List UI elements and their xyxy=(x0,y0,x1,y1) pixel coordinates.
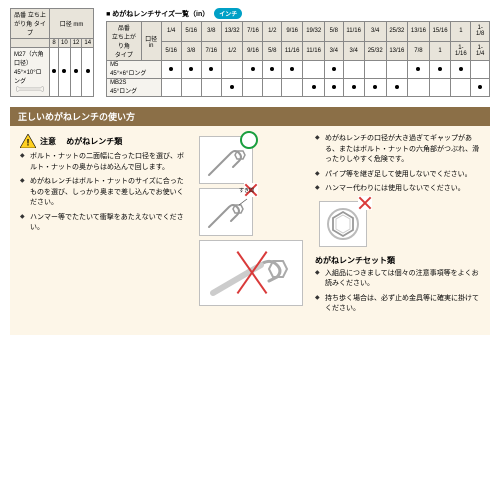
mm-head-side: 品番 立ち上がり角 タイプ xyxy=(11,9,50,39)
set-head: めがねレンチセット類 xyxy=(315,255,480,266)
left-bullets: ボルト・ナットの二面幅に合った口径を選び、ボルト・ナットの奥からはめ込んで回しま… xyxy=(20,152,185,234)
mm-head-top: 口径 mm xyxy=(50,9,94,39)
ok-mark-icon xyxy=(240,131,258,149)
right-bullets: めがねレンチの口径が大き過ぎてギャップがある、またはボルト・ナットの六角部がつぶ… xyxy=(315,134,480,195)
center-figures: すき間 xyxy=(195,134,305,319)
ng-mark-icon xyxy=(358,196,372,210)
table-mm: 品番 立ち上がり角 タイプ 口径 mm 8 10 12 14 M27（六角口径）… xyxy=(10,8,94,97)
svg-text:!: ! xyxy=(27,138,30,148)
inch-badge: インチ xyxy=(214,8,242,19)
mm-row-name: M27（六角口径） 45°×10°ロング xyxy=(11,48,50,97)
warning-icon: ! xyxy=(20,134,36,148)
table-inch: ■ めがねレンチサイズ一覧（in） インチ 品番立ち上がり角タイプ口径in1/4… xyxy=(106,8,490,97)
set-bullets: 入組品につきましては個々の注意事項等をよくお読みください。持ち歩く場合は、必ず止… xyxy=(315,269,480,315)
section-title: 正しいめがねレンチの使い方 xyxy=(10,107,490,126)
